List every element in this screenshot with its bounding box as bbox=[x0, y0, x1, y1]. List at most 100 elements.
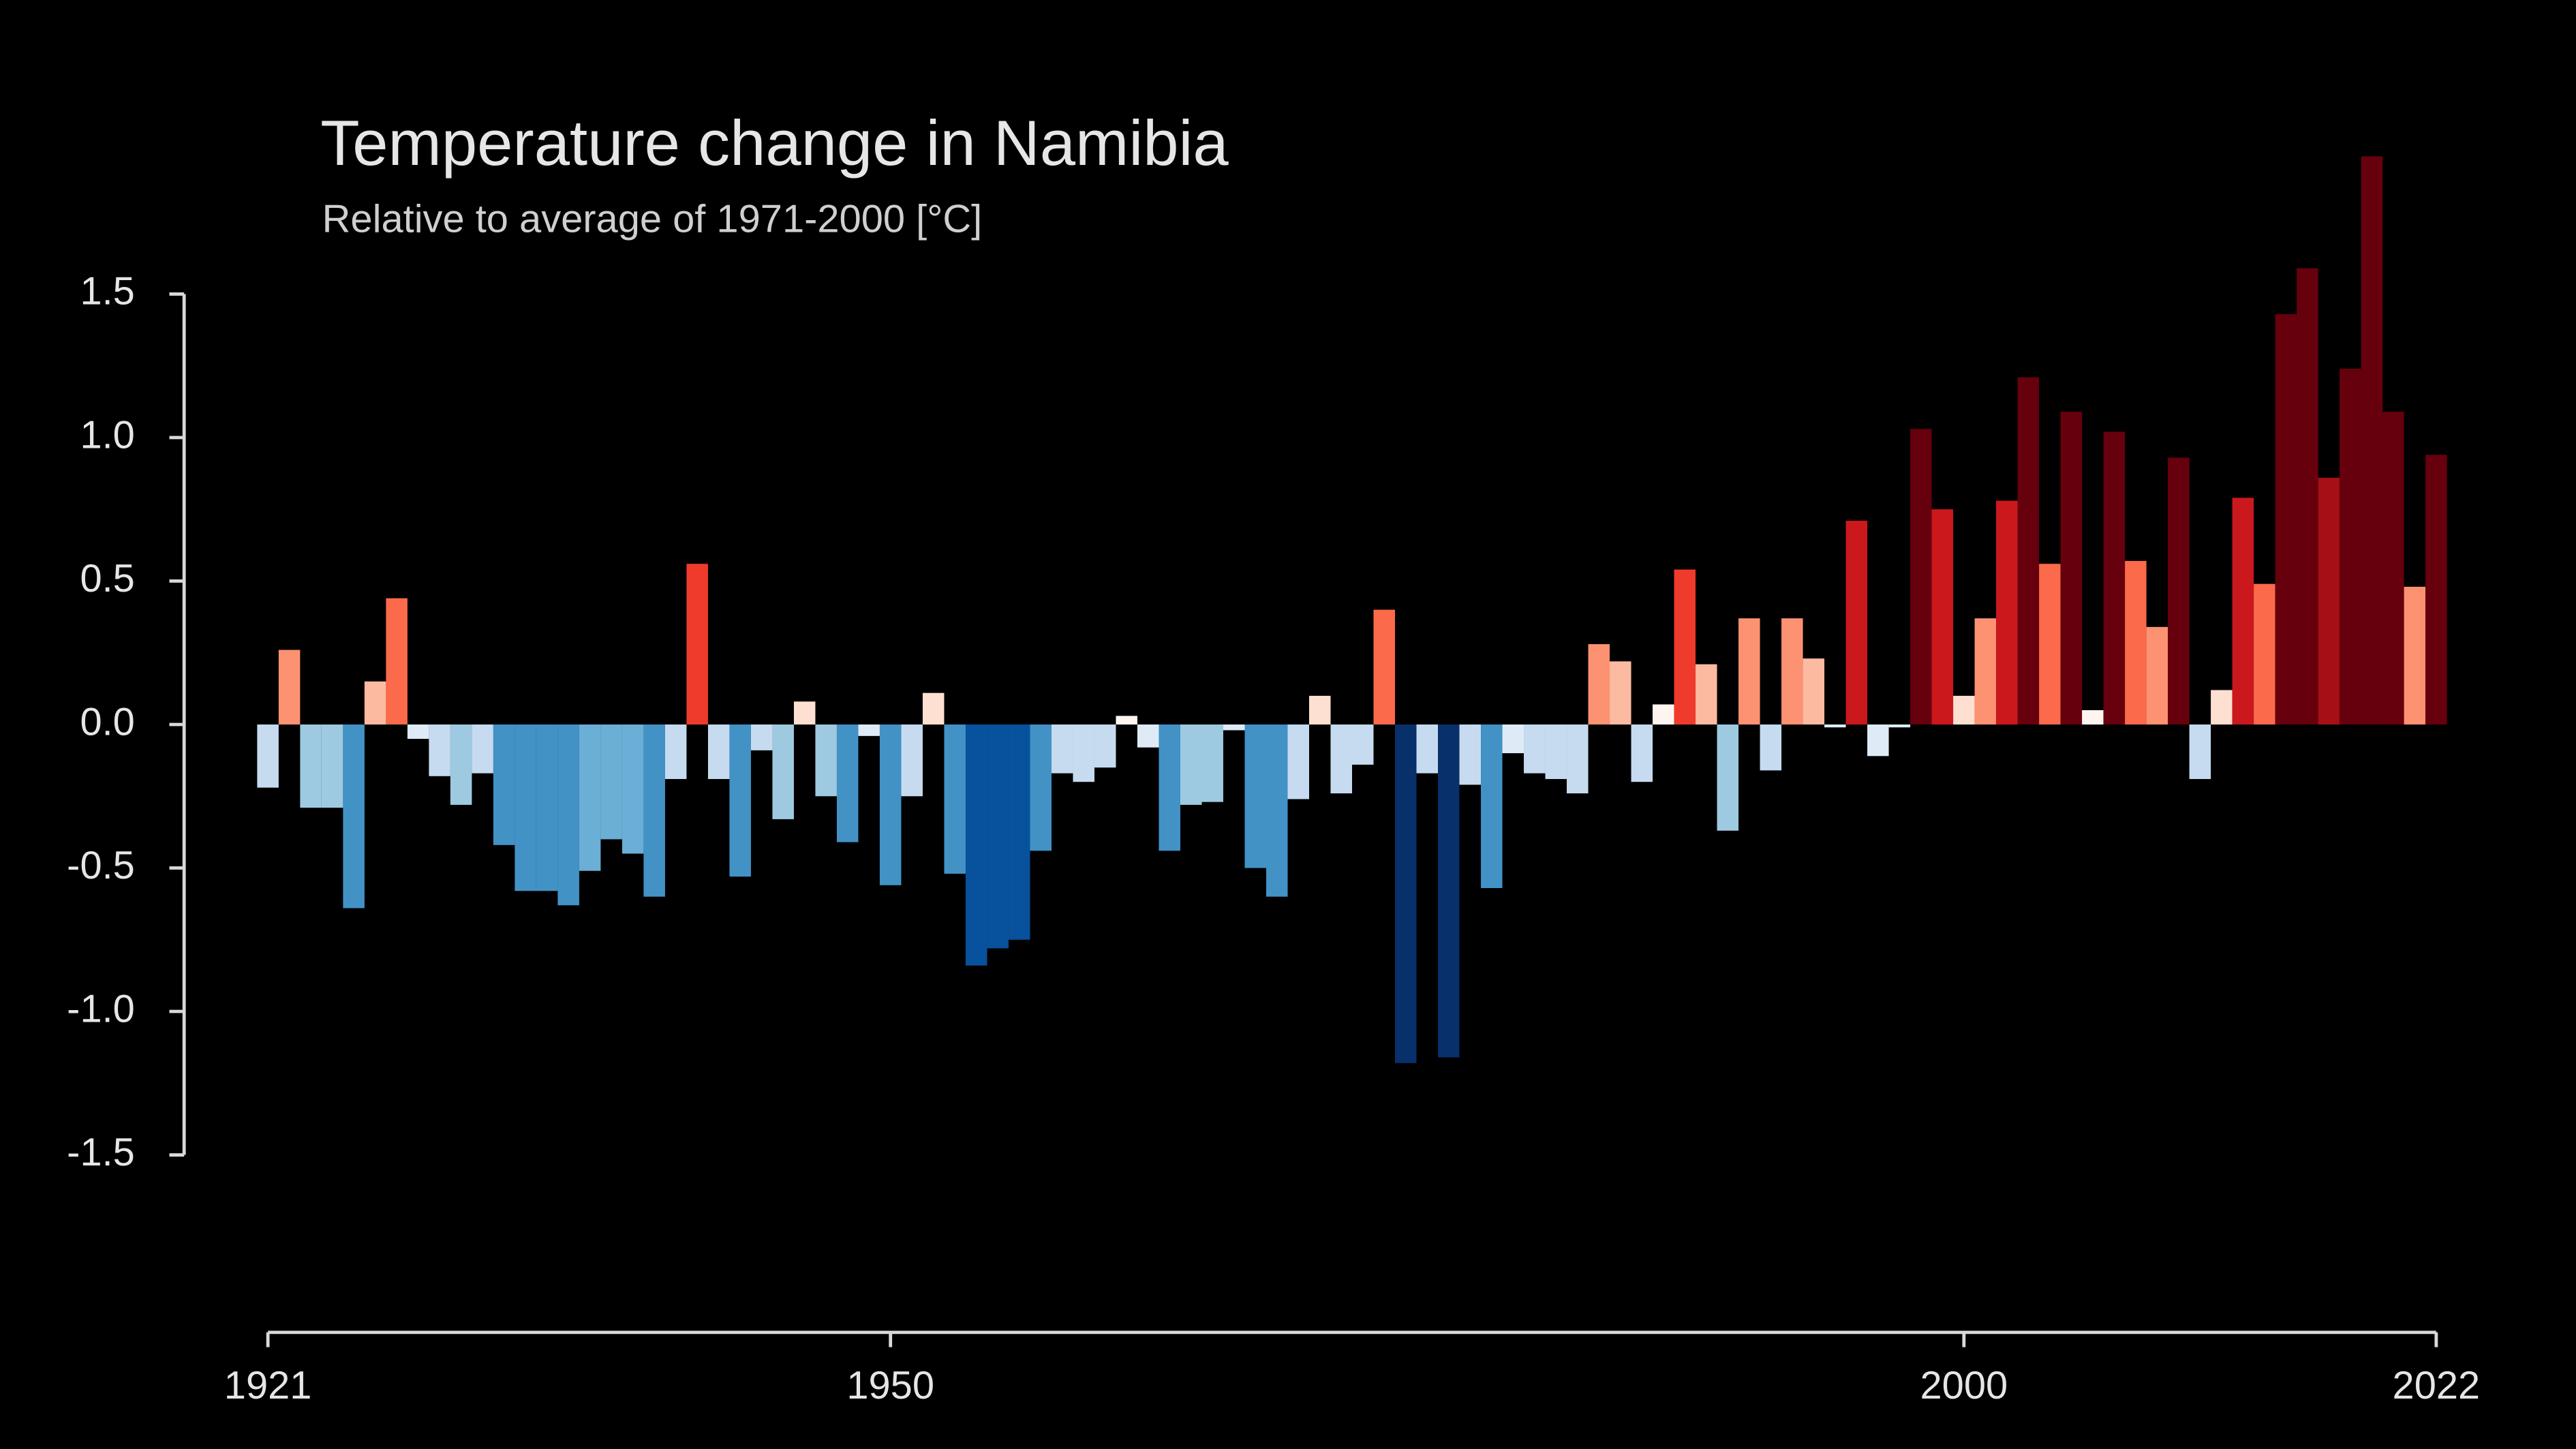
bar bbox=[364, 681, 386, 724]
bar bbox=[1588, 644, 1610, 724]
bar bbox=[1438, 724, 1460, 1058]
bar bbox=[1287, 724, 1310, 799]
bar bbox=[2125, 561, 2147, 724]
bar bbox=[386, 598, 408, 724]
x-tick-label: 1921 bbox=[224, 1364, 312, 1407]
bar bbox=[1481, 724, 1503, 888]
bar bbox=[450, 724, 472, 805]
bar bbox=[407, 724, 429, 739]
bar bbox=[1974, 618, 1997, 724]
bar bbox=[1953, 695, 1975, 724]
bar bbox=[1996, 500, 2018, 724]
bar bbox=[1116, 716, 1137, 724]
bar bbox=[557, 724, 579, 906]
y-tick-label: 1.5 bbox=[80, 270, 134, 314]
bar bbox=[2232, 498, 2254, 724]
bar bbox=[836, 724, 859, 842]
y-tick-label: -1.0 bbox=[67, 987, 135, 1031]
bar bbox=[579, 724, 601, 871]
bar bbox=[2297, 268, 2318, 724]
bar bbox=[1696, 664, 1717, 724]
bar bbox=[343, 724, 365, 909]
bar bbox=[1030, 724, 1052, 851]
bar bbox=[2189, 724, 2211, 779]
chart-title: Temperature change in Namibia bbox=[320, 107, 1229, 179]
bar bbox=[1137, 724, 1159, 748]
bar bbox=[643, 724, 665, 897]
y-tick-label: 1.0 bbox=[80, 413, 134, 457]
bar bbox=[2168, 457, 2190, 724]
bar bbox=[1931, 509, 1954, 724]
bar bbox=[1610, 661, 1631, 724]
bar bbox=[515, 724, 536, 891]
bar bbox=[321, 724, 343, 808]
bar bbox=[750, 724, 773, 750]
bar bbox=[1309, 695, 1331, 724]
bar bbox=[1674, 569, 1696, 724]
bar bbox=[987, 724, 1009, 949]
bar bbox=[1159, 724, 1180, 851]
bar bbox=[1395, 724, 1417, 1063]
bar bbox=[600, 724, 622, 840]
bar bbox=[1330, 724, 1353, 794]
bar bbox=[1717, 724, 1739, 831]
bar bbox=[729, 724, 751, 877]
bar bbox=[1760, 724, 1782, 771]
y-tick-label: -0.5 bbox=[67, 844, 135, 887]
bar bbox=[1244, 724, 1266, 868]
bar bbox=[2039, 564, 2061, 724]
bar bbox=[472, 724, 493, 774]
bar bbox=[664, 724, 687, 779]
bar bbox=[1888, 724, 1911, 728]
bar bbox=[1201, 724, 1223, 802]
bar bbox=[707, 724, 730, 779]
bar bbox=[1631, 724, 1653, 782]
x-tick-label: 2022 bbox=[2393, 1364, 2481, 1407]
y-tick-label: -1.5 bbox=[67, 1131, 135, 1174]
bar bbox=[1416, 724, 1439, 774]
bar bbox=[1738, 618, 1760, 724]
bar bbox=[1373, 609, 1396, 724]
y-tick-label: 0.5 bbox=[80, 557, 134, 600]
bar bbox=[2318, 477, 2340, 724]
bar bbox=[1180, 724, 1202, 805]
bar bbox=[1223, 724, 1245, 731]
bar bbox=[2340, 368, 2361, 724]
x-tick-label: 1950 bbox=[846, 1364, 934, 1407]
bar bbox=[1824, 724, 1846, 728]
bar bbox=[793, 701, 816, 724]
bar bbox=[2275, 314, 2297, 724]
bar bbox=[2404, 586, 2426, 724]
bar bbox=[2017, 377, 2040, 724]
bar bbox=[2211, 690, 2233, 724]
chart-subtitle: Relative to average of 1971-2000 [°C] bbox=[322, 198, 983, 241]
bar bbox=[901, 724, 923, 797]
bar bbox=[1653, 704, 1674, 724]
bar bbox=[1545, 724, 1567, 779]
bar bbox=[1459, 724, 1482, 785]
bar bbox=[1073, 724, 1094, 782]
bar bbox=[1008, 724, 1030, 940]
bar bbox=[1910, 429, 1932, 724]
bar bbox=[2254, 583, 2275, 724]
bar bbox=[2082, 710, 2104, 724]
bar bbox=[1845, 521, 1868, 724]
bar bbox=[879, 724, 902, 885]
bar bbox=[278, 650, 301, 724]
bar bbox=[1352, 724, 1374, 765]
bar bbox=[2103, 431, 2126, 724]
bar bbox=[858, 724, 880, 736]
bar bbox=[944, 724, 966, 874]
bar bbox=[300, 724, 322, 808]
bar bbox=[1094, 724, 1116, 768]
bar bbox=[815, 724, 837, 797]
bar bbox=[1803, 658, 1825, 724]
bar bbox=[2060, 412, 2083, 724]
bar bbox=[493, 724, 515, 845]
bar bbox=[922, 692, 945, 724]
bar bbox=[1502, 724, 1524, 754]
bar bbox=[772, 724, 794, 819]
bar bbox=[686, 564, 708, 724]
